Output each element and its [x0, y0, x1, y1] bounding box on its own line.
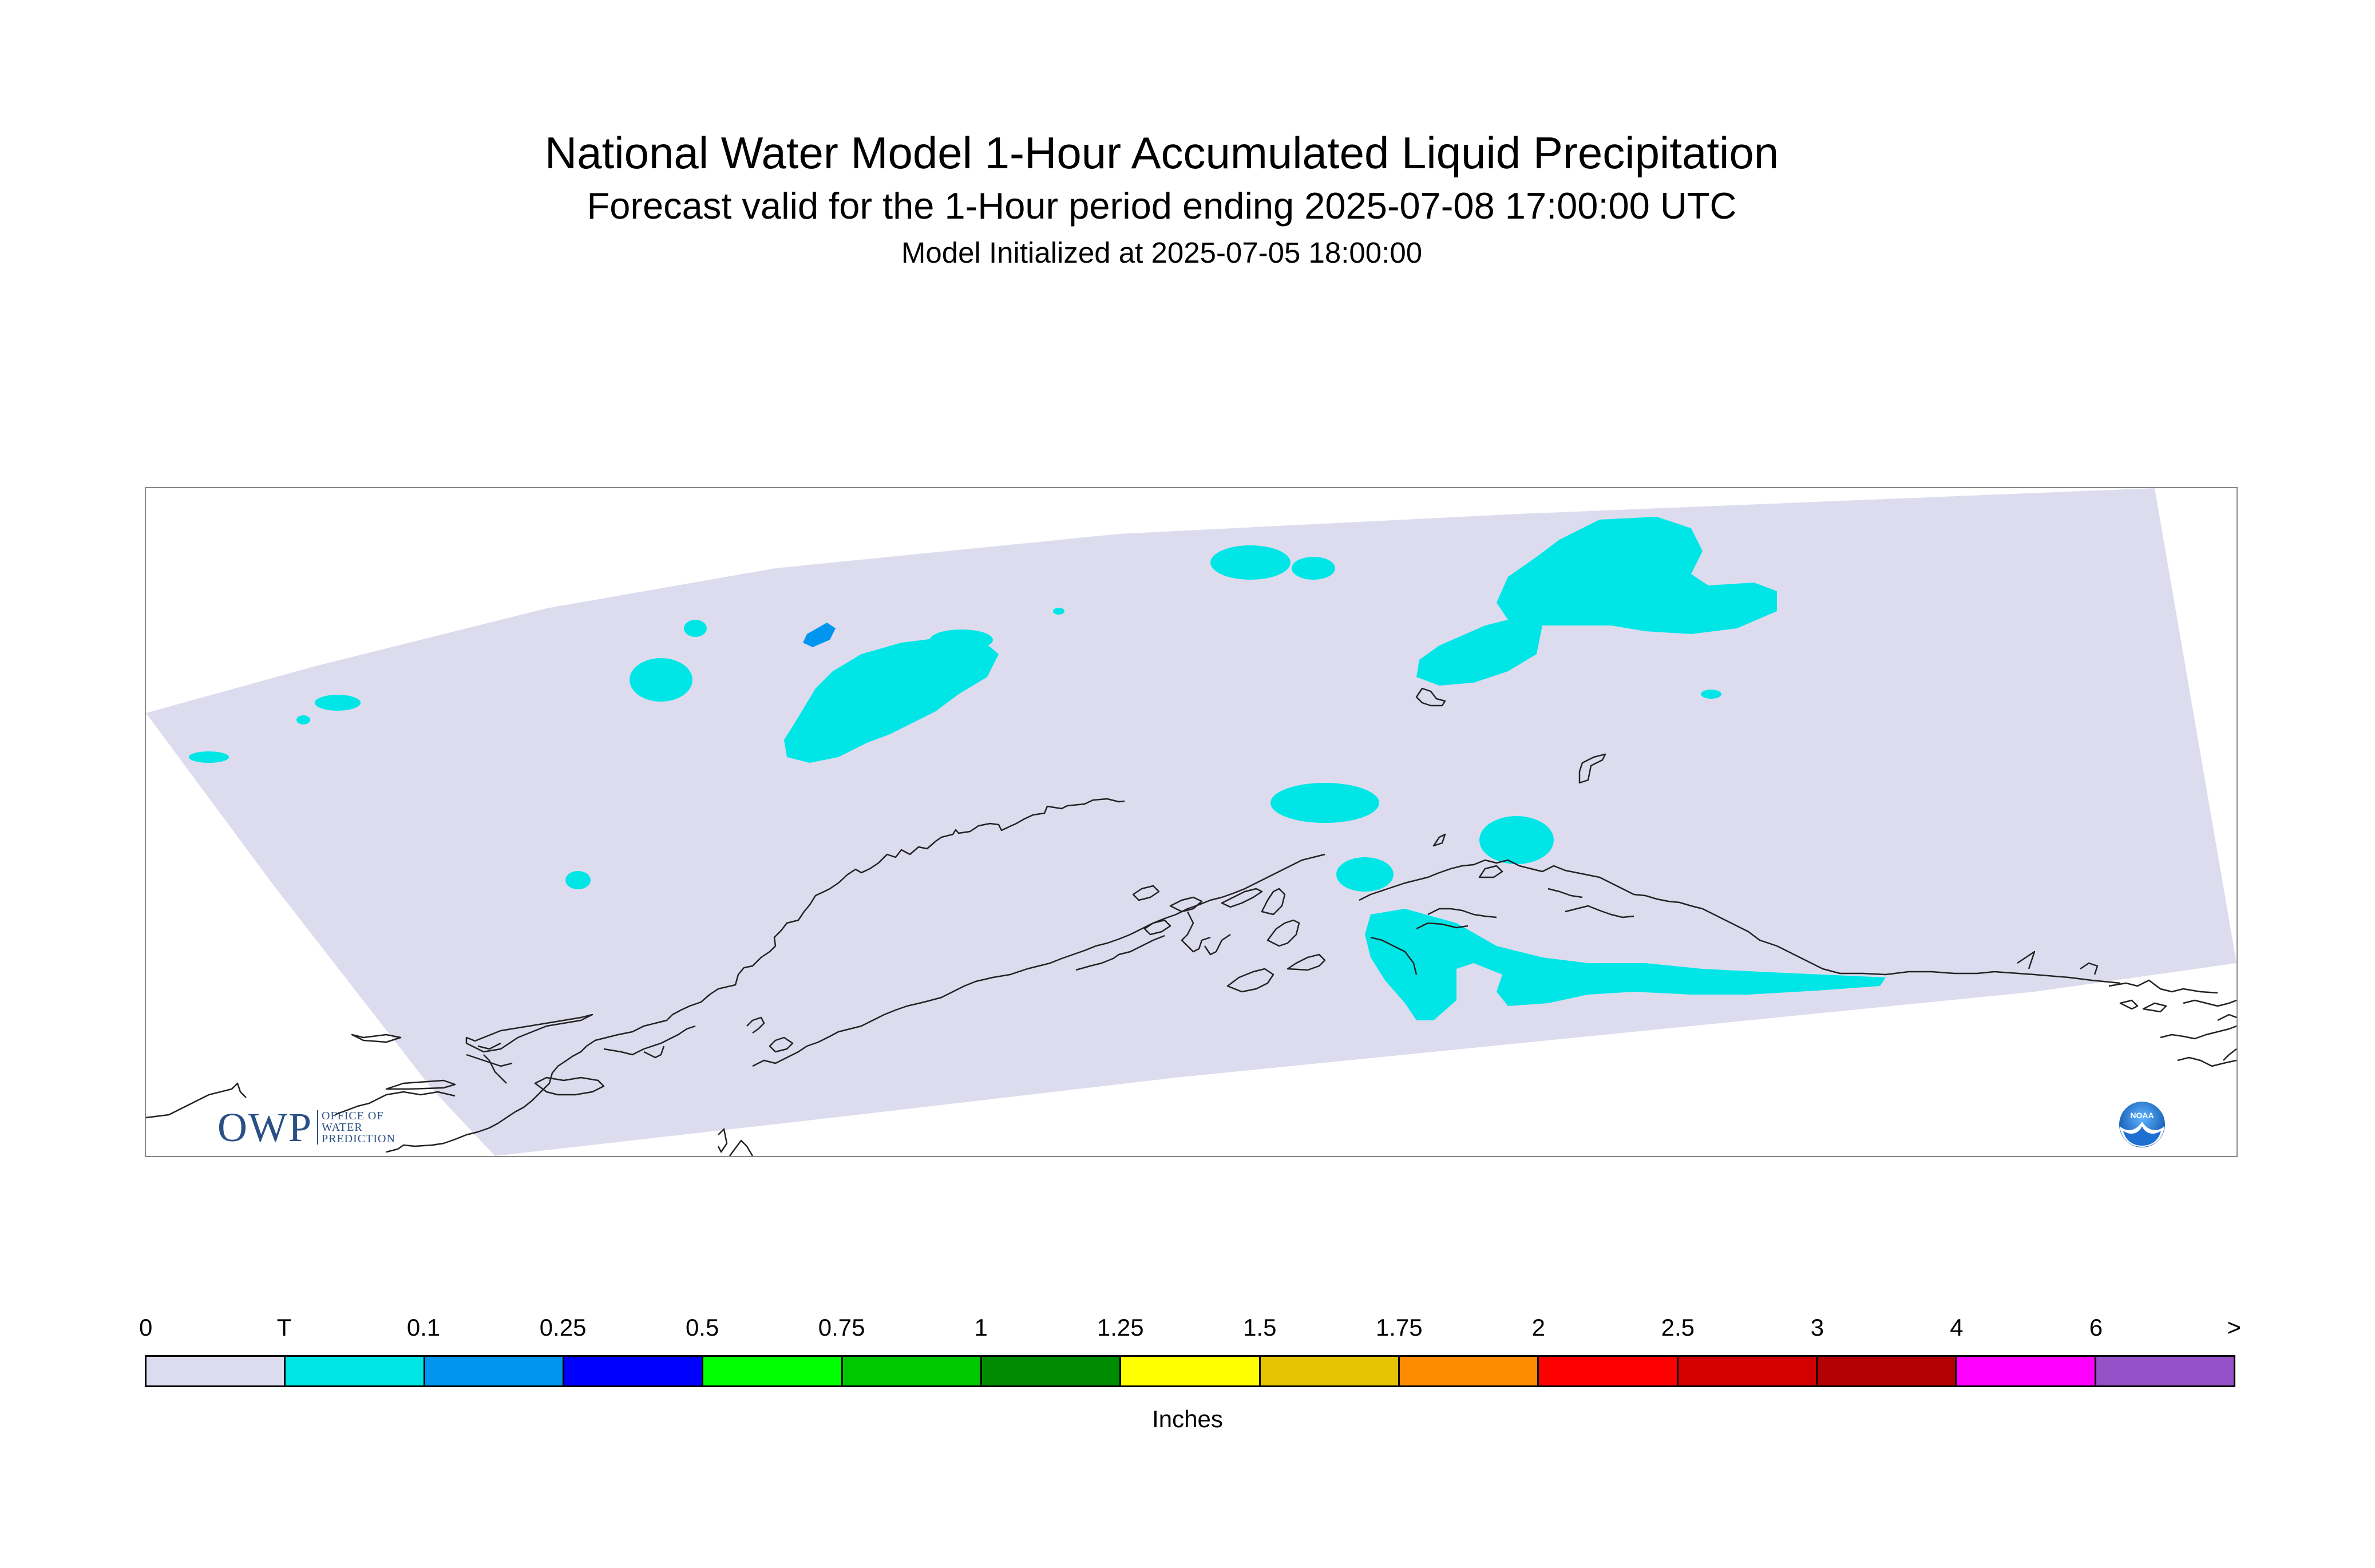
- precip-light-area: [803, 623, 836, 647]
- legend-tick-label: 0.5: [685, 1314, 719, 1341]
- legend-tick-label: 1.25: [1097, 1314, 1144, 1341]
- legend-tick-label: 0: [139, 1314, 153, 1341]
- legend-swatch: [1955, 1357, 2095, 1385]
- legend-swatch: [423, 1357, 563, 1385]
- legend-swatch: [1119, 1357, 1259, 1385]
- owp-logo-line3: PREDICTION: [322, 1133, 395, 1145]
- legend-tick-label: 1: [974, 1314, 988, 1341]
- legend-tick-label: 1.75: [1375, 1314, 1423, 1341]
- color-scale-bar: [145, 1355, 2235, 1387]
- legend-swatch: [980, 1357, 1120, 1385]
- legend-swatch: [147, 1357, 284, 1385]
- owp-logo-line1: OFFICE OF: [322, 1110, 384, 1122]
- map-subtitle: Forecast valid for the 1-Hour period end…: [587, 185, 1737, 227]
- coastlines: [146, 687, 2237, 1156]
- owp-logo: OWP OFFICE OF WATER PREDICTION: [217, 1104, 395, 1150]
- legend-tick-label: 3: [1810, 1314, 1824, 1341]
- map-title: National Water Model 1-Hour Accumulated …: [544, 128, 1779, 178]
- legend-swatch: [702, 1357, 841, 1385]
- owp-logo-line2: WATER: [322, 1121, 363, 1134]
- legend-swatch: [1815, 1357, 1956, 1385]
- model-domain: [146, 488, 2237, 1156]
- legend-swatch: [1398, 1357, 1538, 1385]
- legend-tick-label: 0.1: [406, 1314, 441, 1341]
- owp-logo-text: OFFICE OF WATER PREDICTION: [317, 1110, 395, 1145]
- legend-tick-label: 2: [1531, 1314, 1545, 1341]
- legend-tick-label: 2.5: [1661, 1314, 1695, 1341]
- legend-tick-label: 0.25: [539, 1314, 587, 1341]
- legend-swatch: [562, 1357, 702, 1385]
- legend-swatch: [1537, 1357, 1677, 1385]
- legend-swatch: [1676, 1357, 1816, 1385]
- owp-logo-mark: OWP: [217, 1104, 312, 1150]
- legend-tick-label: 6: [2089, 1314, 2103, 1341]
- model-init-time: Model Initialized at 2025-07-05 18:00:00: [901, 236, 1423, 269]
- legend-tick-label: >: [2227, 1314, 2241, 1341]
- noaa-logo-text: NOAA: [2130, 1111, 2154, 1120]
- noaa-logo: NOAA: [2119, 1102, 2165, 1147]
- legend-labels: 0 T 0.1 0.25 0.5 0.75 1 1.25 1.5 1.75 2 2.5 3 4 6 >: [139, 1313, 2241, 1348]
- map-canvas: [146, 488, 2237, 1156]
- legend-swatch: [2094, 1357, 2234, 1385]
- precip-trace-areas: [189, 517, 1886, 1020]
- legend-tick-label: 1.5: [1243, 1314, 1277, 1341]
- legend-swatch: [841, 1357, 980, 1385]
- legend-swatch: [284, 1357, 423, 1385]
- legend-tick-label: T: [276, 1314, 292, 1341]
- legend-units: Inches: [1152, 1405, 1223, 1432]
- legend-tick-label: 4: [1950, 1314, 1964, 1341]
- legend-swatch: [1258, 1357, 1398, 1385]
- legend-tick-label: 0.75: [818, 1314, 865, 1341]
- map-panel: [145, 487, 2238, 1157]
